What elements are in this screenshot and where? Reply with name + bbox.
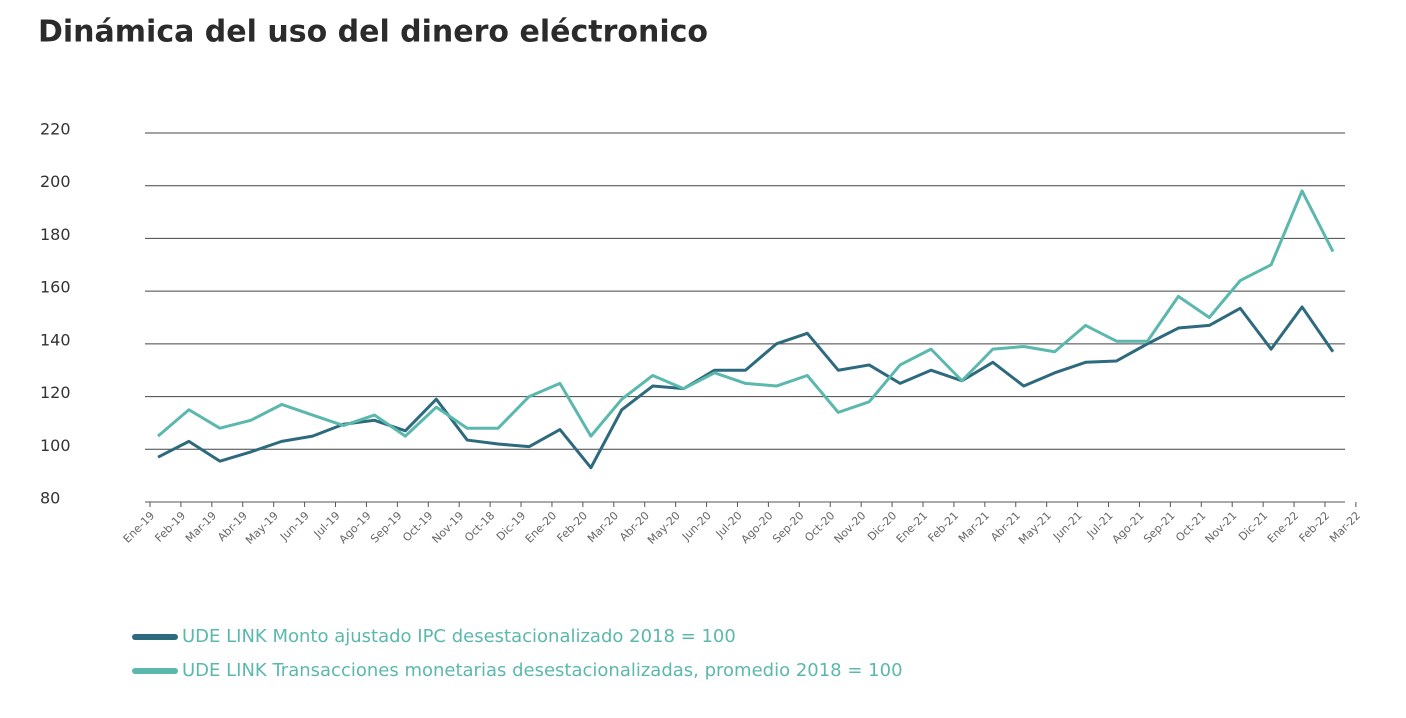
x-tick-label: Feb-19 (152, 509, 188, 545)
y-tick-label: 220 (40, 120, 71, 139)
legend-label: UDE LINK Transacciones monetarias desest… (182, 660, 903, 681)
x-tick-label: Feb-20 (554, 509, 590, 545)
x-tick-label: Ago-21 (1110, 509, 1147, 546)
x-tick-label: Sep-20 (770, 509, 807, 546)
x-tick-label: Oct-20 (802, 509, 837, 544)
x-tick-label: Oct-18 (462, 509, 497, 544)
x-tick-label: Jun-19 (277, 509, 312, 544)
y-tick-label: 80 (40, 489, 60, 508)
y-tick-label: 160 (40, 278, 71, 297)
x-tick-label: Mar-21 (956, 509, 992, 545)
x-tick-label: Ene-21 (894, 509, 931, 546)
x-tick-label: Nov-19 (430, 509, 467, 546)
y-tick-label: 120 (40, 383, 71, 402)
x-tick-label: Mar-19 (183, 509, 219, 545)
series-line (157, 189, 1335, 438)
x-tick-label: Oct-19 (400, 509, 435, 544)
y-tick-label: 140 (40, 330, 71, 349)
series-line (157, 305, 1335, 470)
x-tick-label: Ago-20 (739, 509, 776, 546)
y-tick-label: 100 (40, 436, 71, 455)
x-tick-label: Ene-20 (523, 509, 560, 546)
chart-title: Dinámica del uso del dinero eléctronico (38, 15, 708, 50)
x-tick-label: Jun-21 (1050, 509, 1085, 544)
x-tick-label: Mar-20 (585, 509, 621, 545)
x-tick-label: Sep-19 (368, 509, 405, 546)
x-tick-label: Oct-21 (1173, 509, 1208, 544)
x-tick-label: Sep-21 (1141, 509, 1178, 546)
x-tick-label: Nov-20 (832, 509, 869, 546)
legend-label: UDE LINK Monto ajustado IPC desestaciona… (182, 626, 736, 647)
x-tick-label: Feb-22 (1297, 509, 1333, 545)
x-tick-label: Feb-21 (925, 509, 961, 545)
x-tick-label: Jun-20 (679, 509, 714, 544)
x-tick-label: May-20 (645, 509, 683, 547)
x-tick-label: Mar-22 (1327, 509, 1363, 545)
x-tick-label: May-21 (1016, 509, 1054, 547)
x-tick-label: Nov-21 (1203, 509, 1240, 546)
x-tick-label: Ene-19 (121, 509, 158, 546)
x-tick-label: May-19 (243, 509, 281, 547)
y-tick-label: 180 (40, 225, 71, 244)
x-tick-label: Ago-19 (337, 509, 374, 546)
x-tick-label: Ene-22 (1265, 509, 1302, 546)
y-tick-label: 200 (40, 172, 71, 191)
